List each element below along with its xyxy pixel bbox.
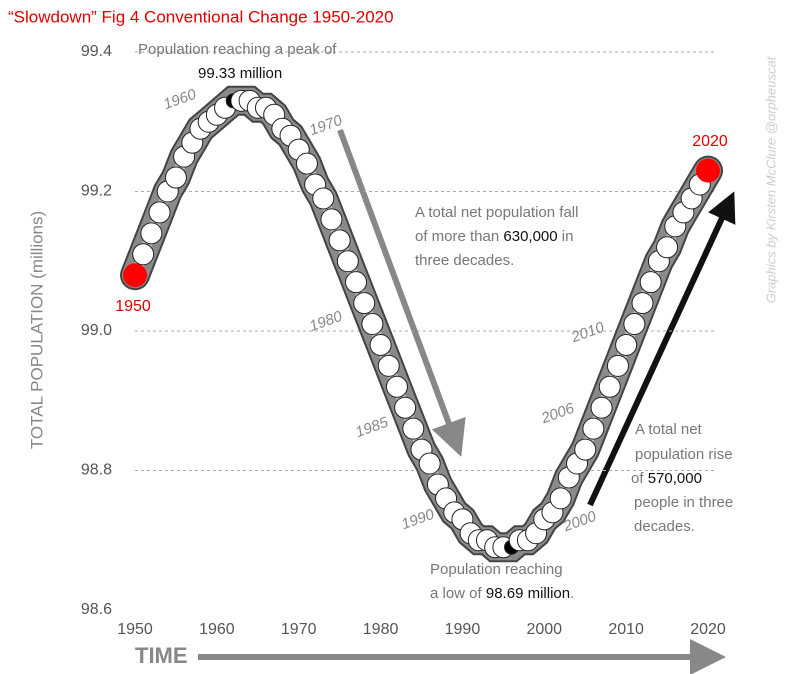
annotation-text: a low of	[430, 585, 486, 602]
credit: Graphics by Kirsten McClure @orpheuscat	[763, 55, 778, 303]
endpoint-label: 2020	[692, 133, 728, 150]
x-tick-label: 2020	[690, 621, 726, 638]
x-tick-label: 1990	[445, 621, 481, 638]
annotation-text: A total net	[635, 421, 703, 438]
annotation: of more than 630,000 in	[415, 228, 573, 245]
point-marker	[328, 229, 351, 252]
point-marker	[132, 243, 155, 266]
annotation: of 570,000	[631, 470, 702, 487]
point-marker	[361, 313, 384, 336]
point-marker	[140, 222, 163, 245]
annotation: Population reaching	[430, 561, 563, 578]
endpoint-marker	[123, 263, 147, 288]
annotation-emphasis: 99.33 million	[198, 65, 282, 82]
curve-year-label: 1990	[399, 506, 437, 534]
curve-year-label: 1960	[161, 86, 199, 114]
chart-title: “Slowdown” Fig 4 Conventional Change 195…	[8, 7, 394, 26]
annotation-text: A total net population fall	[415, 204, 578, 221]
x-tick-label: 2000	[526, 621, 562, 638]
y-tick-label: 99.0	[81, 322, 112, 339]
point-marker	[639, 271, 662, 294]
point-marker	[295, 152, 318, 175]
annotation: A total net population fall	[415, 204, 578, 221]
point-marker	[377, 354, 400, 377]
point-marker	[385, 375, 408, 398]
x-tick-label: 1960	[199, 621, 235, 638]
point-marker	[164, 166, 187, 189]
curve-year-label: 2010	[568, 319, 607, 347]
annotation-emphasis: 630,000	[503, 228, 557, 245]
x-tick-label: 1980	[363, 621, 399, 638]
annotation: three decades.	[415, 252, 514, 269]
point-marker	[631, 292, 654, 315]
x-tick-label: 1970	[281, 621, 317, 638]
point-marker	[345, 271, 368, 294]
point-marker	[574, 438, 597, 461]
point-marker	[336, 250, 359, 273]
y-tick-label: 98.8	[81, 462, 112, 479]
annotation-text: people in three	[634, 494, 733, 511]
annotation-emphasis: 570,000	[648, 470, 702, 487]
annotation: a low of 98.69 million.	[430, 585, 574, 602]
annotation-text: decades.	[634, 518, 695, 535]
point-marker	[582, 417, 605, 440]
point-marker	[549, 487, 572, 510]
y-axis-label: TOTAL POPULATION (millions)	[27, 211, 46, 449]
curve-year-label: 1985	[353, 414, 391, 442]
point-marker	[369, 333, 392, 356]
curve-year-label: 2006	[538, 400, 577, 428]
annotation: A total net	[635, 421, 703, 438]
annotation: population rise	[635, 446, 733, 463]
point-marker	[656, 236, 679, 259]
annotation: people in three	[634, 494, 733, 511]
point-marker	[148, 201, 171, 224]
point-marker	[418, 452, 441, 475]
point-marker	[623, 313, 646, 336]
point-marker	[590, 396, 613, 419]
annotation-emphasis: 98.69 million	[486, 585, 570, 602]
annotation-text: Population reaching a peak of	[138, 41, 337, 58]
y-tick-label: 99.4	[81, 43, 112, 60]
annotation-text: of more than	[415, 228, 503, 245]
rise-arrow	[587, 191, 736, 507]
point-marker	[402, 417, 425, 440]
annotation-text: of	[631, 470, 648, 487]
annotation: decades.	[634, 518, 695, 535]
point-marker	[353, 292, 376, 315]
annotation-text: .	[570, 585, 574, 602]
point-marker	[312, 187, 335, 210]
annotation-text: three decades.	[415, 252, 514, 269]
annotation: Population reaching a peak of	[138, 41, 337, 58]
point-marker	[606, 354, 629, 377]
endpoint-label: 1950	[115, 298, 151, 315]
point-marker	[598, 375, 621, 398]
point-marker	[394, 396, 417, 419]
annotation-text: in	[558, 228, 574, 245]
x-tick-label: 1950	[117, 621, 153, 638]
annotation-text: population rise	[635, 446, 733, 463]
endpoint-marker	[696, 158, 720, 183]
x-tick-label: 2010	[608, 621, 644, 638]
x-axis-label: TIME	[135, 643, 188, 668]
fall-arrow	[337, 128, 466, 457]
annotation-text: Population reaching	[430, 561, 563, 578]
y-tick-label: 98.6	[81, 601, 112, 618]
y-tick-label: 99.2	[81, 183, 112, 200]
point-marker	[615, 333, 638, 356]
point-marker	[320, 208, 343, 231]
annotation: 99.33 million	[198, 65, 282, 82]
